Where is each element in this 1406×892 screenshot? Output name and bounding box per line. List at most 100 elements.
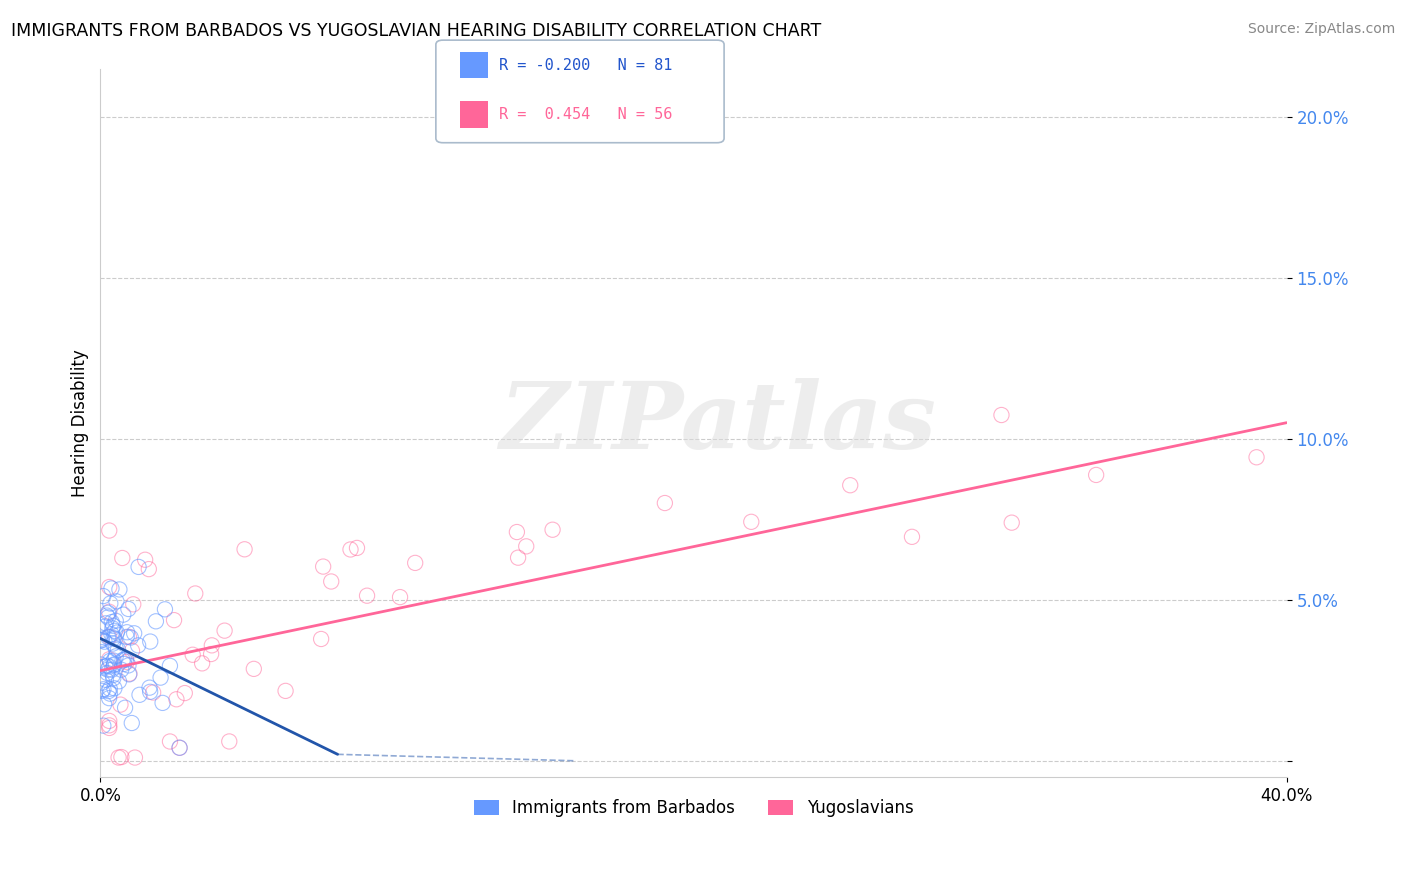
Point [98,524,121,538]
Point [110,698,132,712]
Point [97,610,120,624]
Point [152,696,174,710]
Point [103,671,125,685]
Point [121,644,143,658]
Point [97,663,120,677]
Point [98,721,121,735]
Point [901,530,924,544]
Point [1246,450,1268,465]
Point [173,686,195,700]
Point [274,684,297,698]
Point [107,642,129,657]
Point [112,652,135,666]
Point [312,559,335,574]
Point [97,630,120,644]
Point [98,654,121,668]
Point [98,597,121,611]
Point [94,673,117,687]
Point [145,615,167,629]
Text: Source: ZipAtlas.com: Source: ZipAtlas.com [1247,22,1395,37]
Point [97,606,120,620]
Point [389,590,412,604]
Point [120,631,142,645]
Point [101,619,124,633]
Point [169,740,191,755]
Point [90,657,112,672]
Point [91,718,114,732]
Point [118,667,141,681]
Point [506,550,529,565]
Point [191,657,214,671]
Point [93,682,115,697]
Point [169,740,191,755]
Point [111,551,134,566]
Point [214,624,236,638]
Point [90,645,112,659]
Point [103,681,125,696]
Point [98,659,121,673]
Point [103,657,125,672]
Point [104,649,127,664]
Point [105,625,128,640]
Point [233,542,256,557]
Point [159,658,181,673]
Point [138,562,160,576]
Point [115,652,138,666]
Point [104,632,127,646]
Point [506,524,529,539]
Point [98,691,121,706]
Point [541,523,564,537]
Point [112,607,135,622]
Point [138,681,160,695]
Point [103,631,125,645]
Point [118,666,141,681]
Point [100,582,122,596]
Point [104,624,127,638]
Point [98,714,121,728]
Text: R =  0.454   N = 56: R = 0.454 N = 56 [499,107,672,121]
Point [115,655,138,669]
Point [117,602,139,616]
Point [104,614,127,628]
Point [153,602,176,616]
Point [110,663,132,677]
Point [124,750,146,764]
Point [94,659,117,673]
Point [94,619,117,633]
Point [839,478,862,492]
Point [111,653,134,667]
Point [201,638,224,652]
Point [98,580,121,594]
Point [139,634,162,648]
Point [127,638,149,652]
Point [101,637,124,651]
Point [339,542,361,557]
Point [121,716,143,731]
Point [100,615,122,629]
Point [356,589,378,603]
Point [139,685,162,699]
Point [1085,467,1108,482]
Point [165,692,187,706]
Point [112,657,135,671]
Point [184,586,207,600]
Point [98,605,121,619]
Point [118,630,141,644]
Point [115,625,138,640]
Point [98,687,121,701]
Point [200,647,222,661]
Point [105,594,128,608]
Point [122,597,145,611]
Point [1001,516,1024,530]
Point [181,648,204,662]
Point [117,658,139,673]
Text: ZIPatlas: ZIPatlas [499,377,936,467]
Point [98,681,121,696]
Point [740,515,762,529]
Point [128,560,150,574]
Point [101,663,124,677]
Point [101,621,124,635]
Point [321,574,343,589]
Point [93,634,115,648]
Point [218,734,240,748]
